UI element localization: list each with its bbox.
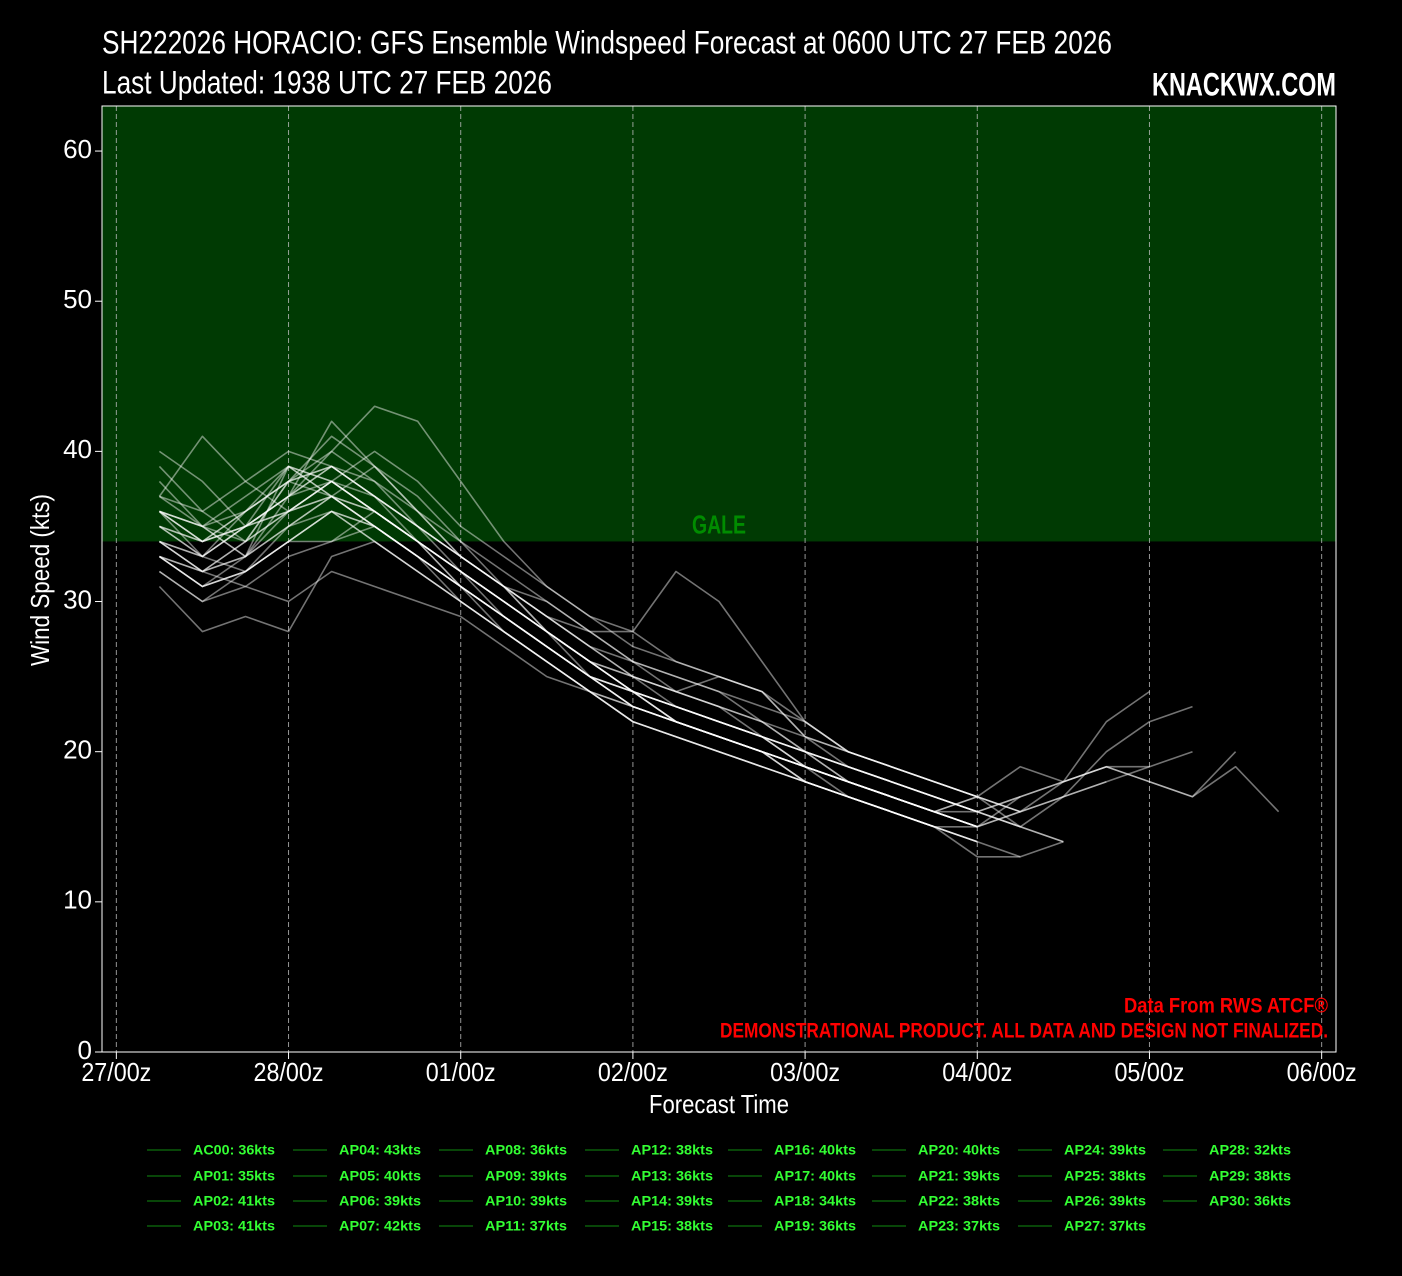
y-tick-label: 30 [63,584,92,614]
x-tick-label: 28/00z [254,1057,324,1087]
ensemble-line [158,480,978,828]
ensemble-line [158,495,978,813]
legend-label: AP28: 32kts [1209,1142,1291,1158]
chart-subtitle: Last Updated: 1938 UTC 27 FEB 2026 [102,64,552,100]
legend-label: AP10: 39kts [485,1193,567,1209]
legend-label: AP22: 38kts [918,1193,1000,1209]
gale-band [102,106,1336,542]
ensemble-line [158,510,935,828]
ensemble-line [159,480,1021,813]
legend-label: AP30: 36kts [1209,1193,1291,1209]
ensemble-line [158,405,1107,813]
ensemble-line [158,450,1280,813]
ensemble-line [159,465,978,828]
ensemble-line [159,465,1021,828]
legend-label: AP08: 36kts [485,1142,567,1158]
legend-label: AP11: 37kts [485,1218,567,1234]
ensemble-line [158,420,1021,813]
legend-label: AP25: 38kts [1064,1168,1146,1184]
x-tick-label: 03/00z [770,1057,840,1087]
legend-label: AP18: 34kts [774,1193,856,1209]
ensemble-line [159,480,1150,828]
x-tick-label: 01/00z [426,1057,496,1087]
legend-label: AP26: 39kts [1064,1193,1146,1209]
ensemble-line [158,465,1064,843]
x-tick-label: 02/00z [598,1057,668,1087]
ensemble-line [158,495,978,843]
chart-title: SH222026 HORACIO: GFS Ensemble Windspeed… [102,24,1112,60]
legend-label: AP19: 36kts [774,1218,856,1234]
x-axis-label: Forecast Time [649,1089,789,1119]
legend-label: AC00: 36kts [193,1142,275,1158]
source-note: Data From RWS ATCF® [1124,995,1328,1018]
ensemble-line [158,480,1237,828]
ensemble-line [159,465,1193,828]
legend-label: AP04: 43kts [339,1142,421,1158]
gale-label: GALE [692,509,746,539]
plot-frame [101,105,1337,1053]
ensemble-line [158,510,978,843]
ensemble-line [158,465,978,813]
ensemble-line [158,570,978,828]
plot-area: GALE 27/00z 28/00z 01/00z 02/00z 03/00z 04/00z… [63,105,1357,1087]
legend-label: AP13: 36kts [631,1168,713,1184]
ensemble-line [158,450,978,798]
ensemble-line [158,540,1021,858]
ensemble-line [159,450,1193,813]
legend-label: AP06: 39kts [339,1193,421,1209]
legend-label: AP02: 41kts [193,1193,275,1209]
legend-label: AP20: 40kts [918,1142,1000,1158]
x-tick-label: 04/00z [942,1057,1012,1087]
ensemble-line [158,465,1150,813]
y-tick-label: 10 [63,885,92,915]
legend-label: AP17: 40kts [774,1168,856,1184]
ensemble-line [158,510,978,828]
legend-label: AP27: 37kts [1064,1218,1146,1234]
ensemble-line [158,435,1021,828]
ensemble-line [159,480,978,843]
legend-label: AP15: 38kts [631,1218,713,1234]
y-tick-label: 60 [63,134,92,164]
legend-label: AP05: 40kts [339,1168,421,1184]
y-tick-label: 50 [63,284,92,314]
x-tick-label: 05/00z [1114,1057,1184,1087]
legend-label: AP14: 39kts [631,1193,713,1209]
legend-label: AP09: 39kts [485,1168,567,1184]
legend-label: AP01: 35kts [193,1168,275,1184]
y-axis-label: Wind Speed (kts) [25,494,55,666]
legend-label: AP03: 41kts [193,1218,275,1234]
ensemble-line [159,495,1064,858]
disclaimer: DEMONSTRATIONAL PRODUCT. ALL DATA AND DE… [720,1020,1328,1043]
ensemble-line [158,510,935,813]
y-tick-label: 40 [63,434,92,464]
legend-label: AP23: 37kts [918,1218,1000,1234]
y-tick-label: 20 [63,735,92,765]
ensemble-line [158,435,978,828]
brand: KNACKWX.COM [1152,66,1336,102]
legend-label: AP24: 39kts [1064,1142,1146,1158]
x-tick-label: 27/00z [81,1057,151,1087]
y-tick-label: 0 [78,1035,92,1065]
legend-label: AP16: 40kts [774,1142,856,1158]
legend-label: AP07: 42kts [339,1218,421,1234]
legend-label: AP12: 38kts [631,1142,713,1158]
x-tick-label: 06/00z [1287,1057,1357,1087]
ensemble-line [158,510,978,828]
ensemble-line [159,465,978,813]
legend-label: AP21: 39kts [918,1168,1000,1184]
ensemble-line [159,525,935,828]
legend: AC00: 36kts AP01: 35kts AP02: 41kts AP03: 4… [147,1142,1291,1234]
ensemble-line [158,450,1064,843]
legend-label: AP29: 38kts [1209,1168,1291,1184]
